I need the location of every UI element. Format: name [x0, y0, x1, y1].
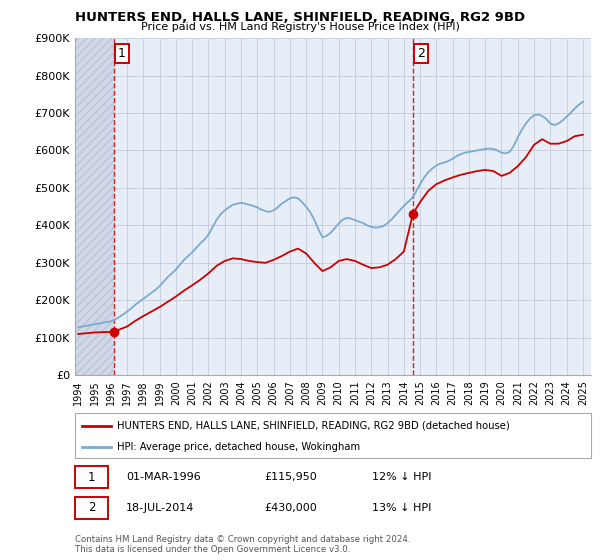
- Text: 2: 2: [416, 46, 425, 60]
- Text: 13% ↓ HPI: 13% ↓ HPI: [372, 503, 431, 513]
- Text: Contains HM Land Registry data © Crown copyright and database right 2024.
This d: Contains HM Land Registry data © Crown c…: [75, 535, 410, 554]
- Text: 2: 2: [88, 501, 95, 515]
- Text: £115,950: £115,950: [264, 472, 317, 482]
- Text: 1: 1: [118, 46, 125, 60]
- Text: HPI: Average price, detached house, Wokingham: HPI: Average price, detached house, Woki…: [117, 442, 360, 452]
- Text: Price paid vs. HM Land Registry's House Price Index (HPI): Price paid vs. HM Land Registry's House …: [140, 22, 460, 32]
- Text: £430,000: £430,000: [264, 503, 317, 513]
- Text: HUNTERS END, HALLS LANE, SHINFIELD, READING, RG2 9BD (detached house): HUNTERS END, HALLS LANE, SHINFIELD, READ…: [117, 421, 510, 431]
- Bar: [75, 38, 113, 375]
- Text: 1: 1: [88, 470, 95, 484]
- Text: 12% ↓ HPI: 12% ↓ HPI: [372, 472, 431, 482]
- Text: HUNTERS END, HALLS LANE, SHINFIELD, READING, RG2 9BD: HUNTERS END, HALLS LANE, SHINFIELD, READ…: [75, 11, 525, 24]
- Text: 01-MAR-1996: 01-MAR-1996: [126, 472, 201, 482]
- Text: 18-JUL-2014: 18-JUL-2014: [126, 503, 194, 513]
